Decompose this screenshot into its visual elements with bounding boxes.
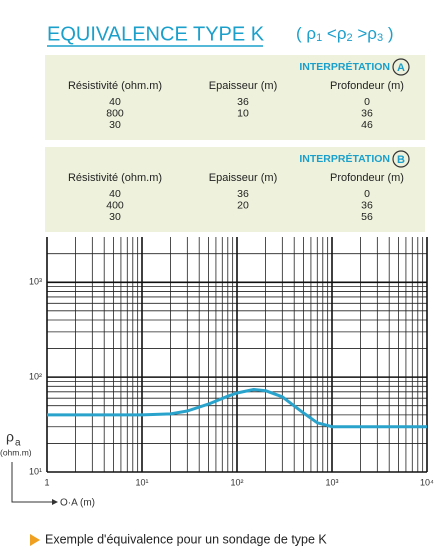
y-tick-label: 10²	[29, 372, 42, 382]
y-tick-label: 10¹	[29, 466, 42, 476]
formula-part: ( ρ	[296, 24, 316, 43]
formula-part: >ρ	[353, 24, 377, 43]
formula-subscript: 3	[377, 32, 383, 44]
table-cell: 20	[237, 199, 249, 211]
x-tick-label: 1	[44, 477, 49, 487]
formula-subscript: 2	[347, 32, 353, 44]
formula-part: <ρ	[322, 24, 346, 43]
column-header: Profondeur (m)	[330, 80, 404, 92]
table-cell: 400	[106, 199, 124, 211]
table-cell: 30	[109, 211, 121, 223]
table-cell: 36	[237, 188, 249, 200]
title: EQUIVALENCE TYPE K	[47, 23, 265, 45]
formula-part: )	[383, 24, 393, 43]
caption: Exemple d'équivalence pour un sondage de…	[45, 532, 327, 546]
panel-b-bg	[45, 147, 425, 232]
column-header: Résistivité (ohm.m)	[68, 80, 162, 92]
x-tick-label: 10¹	[135, 477, 148, 487]
formula: ( ρ1 <ρ2 >ρ3 )	[296, 24, 393, 43]
y-axis-label-sub: a	[15, 438, 21, 449]
arrow-head	[52, 499, 58, 505]
table-cell: 800	[106, 107, 124, 119]
table-cell: 36	[361, 107, 373, 119]
x-tick-label: 10⁴	[420, 477, 434, 487]
axis-arrow	[11, 462, 52, 503]
table-cell: 56	[361, 211, 373, 223]
formula-subscript: 1	[316, 32, 322, 44]
letter-circle	[392, 58, 410, 76]
interp-letter: A	[397, 62, 405, 74]
table-cell: 30	[109, 119, 121, 131]
table-cell: 40	[109, 188, 121, 200]
curve	[47, 388, 427, 429]
table-cell: 36	[361, 199, 373, 211]
interp-letter: B	[397, 154, 405, 166]
table-cell: 36	[237, 96, 249, 108]
table-cell: 40	[109, 96, 121, 108]
column-header: Profondeur (m)	[330, 172, 404, 184]
y-axis-unit: (ohm.m)	[0, 447, 32, 457]
column-header: Résistivité (ohm.m)	[68, 172, 162, 184]
table-cell: 10	[237, 107, 249, 119]
panel-a-bg	[45, 55, 425, 140]
x-tick-label: 10²	[230, 477, 243, 487]
table-cell: 0	[364, 188, 370, 200]
x-axis-label: O·A (m)	[60, 498, 95, 509]
table-cell: 0	[364, 96, 370, 108]
letter-circle	[392, 150, 410, 168]
table-cell: 46	[361, 119, 373, 131]
x-tick-label: 10³	[325, 477, 338, 487]
y-axis-label: ρ	[6, 429, 14, 445]
column-header: Epaisseur (m)	[209, 80, 277, 92]
y-tick-label: 10³	[29, 277, 42, 287]
caption-bullet	[30, 534, 40, 546]
interp-label: INTERPRÉTATION	[299, 60, 390, 73]
interp-label: INTERPRÉTATION	[299, 152, 390, 165]
column-header: Epaisseur (m)	[209, 172, 277, 184]
